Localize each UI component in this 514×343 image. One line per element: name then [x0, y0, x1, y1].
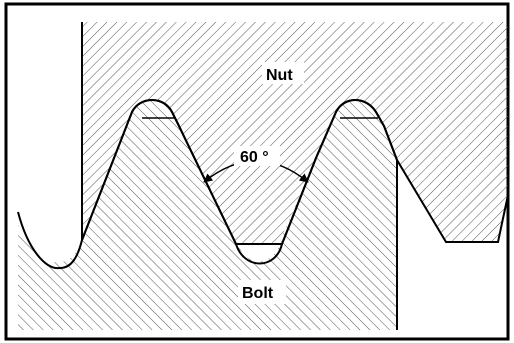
angle-label: 60 °: [240, 149, 269, 166]
nut-label-bg: [262, 62, 304, 84]
nut-region: [82, 22, 508, 244]
bolt-outline: [17, 99, 398, 330]
bolt-label-bg: [238, 280, 286, 304]
nut-label: Nut: [266, 67, 293, 84]
angle-label-bg: [234, 146, 280, 166]
bolt-region: [18, 100, 397, 330]
bolt-label: Bolt: [242, 285, 274, 302]
